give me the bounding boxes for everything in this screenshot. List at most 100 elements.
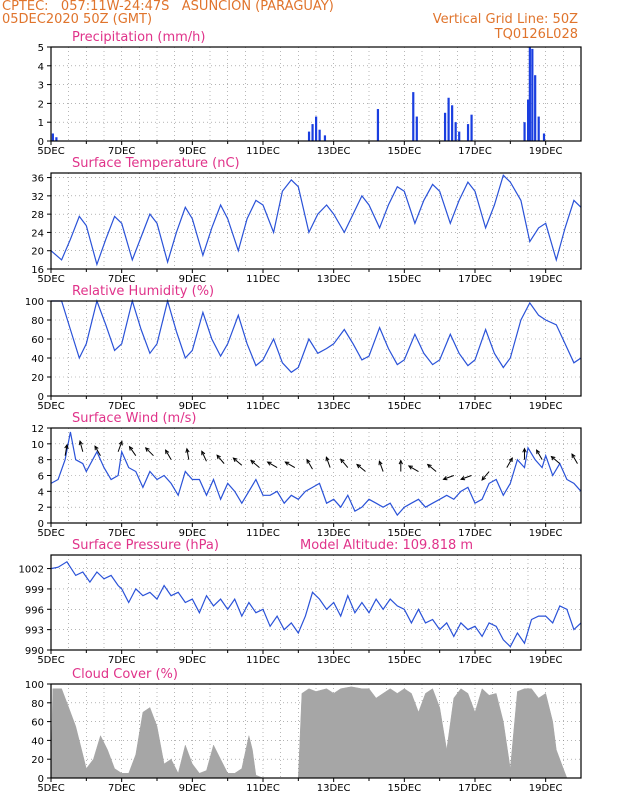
y-tick-label: 20 [31, 755, 44, 766]
y-tick-label: 1 [38, 118, 44, 129]
wind-arrow [426, 463, 437, 472]
x-tick-label: 7DEC [108, 655, 135, 666]
wind-arrow [117, 440, 123, 452]
wind-arrow [398, 459, 403, 472]
precip-bar [376, 109, 380, 141]
series-line [50, 431, 582, 517]
precip-bar [466, 124, 470, 141]
y-tick-label: 6 [38, 472, 44, 483]
y-tick-label: 2 [38, 503, 44, 514]
precip-bar [311, 124, 314, 141]
y-tick-label: 996 [25, 605, 44, 616]
precip-bar [458, 131, 461, 141]
precip-bar [537, 116, 540, 141]
precip-bar [542, 133, 546, 141]
x-tick-label: 13DEC [317, 528, 351, 539]
wind-arrow [128, 445, 137, 456]
y-tick-label: 40 [31, 736, 44, 747]
panel-frame [50, 683, 582, 779]
x-tick-label: 5DEC [37, 401, 64, 412]
precip-bar [451, 105, 454, 141]
precip-bar [527, 99, 530, 141]
y-tick-label: 990 [25, 646, 44, 657]
model-code: TQ0126L028 [494, 27, 578, 42]
wind-arrow [407, 465, 419, 472]
y-tick-label: 5 [38, 43, 44, 54]
x-tick-label: 9DEC [179, 401, 206, 412]
y-tick-label: 28 [31, 210, 44, 221]
y-tick-label: 2 [38, 99, 44, 110]
y-tick-label: 12 [31, 424, 44, 435]
precip-bar [307, 131, 311, 141]
y-tick-label: 24 [31, 228, 44, 239]
wind-arrow [571, 453, 578, 464]
x-tick-label: 7DEC [108, 528, 135, 539]
wind-arrow [266, 461, 278, 469]
x-tick-label: 5DEC [37, 783, 64, 794]
x-tick-label: 11DEC [246, 783, 280, 794]
precip-bar [531, 48, 534, 141]
precip-bar [323, 135, 327, 141]
y-tick-label: 100 [25, 680, 44, 691]
x-tick-label: 11DEC [246, 401, 280, 412]
panel-title: Surface Wind (m/s) [72, 411, 196, 426]
wind-arrow [536, 449, 543, 460]
precip-bar [415, 116, 418, 141]
wind-arrow [506, 457, 513, 468]
x-tick-label: 9DEC [179, 528, 206, 539]
panel-title: Relative Humidity (%) [72, 284, 214, 299]
cloud-area [50, 686, 581, 779]
panel-title: Surface Pressure (hPa) [72, 538, 219, 553]
x-tick-label: 11DEC [246, 274, 280, 285]
y-tick-label: 3 [38, 81, 44, 92]
y-tick-label: 993 [25, 626, 44, 637]
y-tick-label: 999 [25, 585, 44, 596]
x-tick-label: 13DEC [317, 783, 351, 794]
x-tick-label: 15DEC [387, 655, 421, 666]
wind-arrow [325, 456, 331, 468]
y-tick-label: 4 [38, 487, 44, 498]
x-tick-label: 17DEC [458, 528, 492, 539]
y-tick-label: 100 [25, 297, 44, 308]
x-tick-label: 13DEC [317, 146, 351, 157]
wind-arrow [460, 475, 472, 481]
series-line [51, 298, 582, 374]
station-header: CPTEC: 057:11W-24:47S ASUNCION (PARAGUAY… [2, 0, 334, 14]
x-tick-label: 19DEC [529, 528, 563, 539]
wind-arrow [306, 458, 313, 470]
x-tick-label: 15DEC [387, 274, 421, 285]
wind-arrow [481, 471, 490, 481]
y-tick-label: 0 [38, 774, 44, 785]
wind-arrow [94, 445, 101, 456]
precip-bar [443, 112, 447, 141]
x-tick-label: 19DEC [529, 655, 563, 666]
panel-frame [50, 427, 582, 524]
y-tick-label: 36 [31, 174, 44, 185]
precip-bar [523, 122, 526, 141]
y-tick-label: 80 [31, 699, 44, 710]
y-tick-label: 20 [31, 373, 44, 384]
precip-bar [55, 137, 58, 141]
run-date: 05DEC2020 50Z (GMT) [2, 12, 153, 27]
precip-bar [318, 129, 321, 141]
x-tick-label: 11DEC [246, 146, 280, 157]
y-tick-label: 0 [38, 519, 44, 530]
wind-arrow [232, 457, 243, 466]
x-tick-label: 19DEC [529, 401, 563, 412]
y-tick-label: 60 [31, 718, 44, 729]
x-tick-label: 11DEC [246, 655, 280, 666]
y-tick-label: 40 [31, 354, 44, 365]
precip-bar [528, 47, 531, 141]
wind-arrow [442, 475, 454, 481]
x-tick-label: 9DEC [179, 274, 206, 285]
y-tick-label: 0 [38, 137, 44, 148]
x-tick-label: 15DEC [387, 783, 421, 794]
x-tick-label: 7DEC [108, 783, 135, 794]
panel-title: Cloud Cover (%) [72, 667, 178, 682]
y-tick-label: 32 [31, 192, 44, 203]
x-tick-label: 13DEC [317, 401, 351, 412]
x-tick-label: 15DEC [387, 401, 421, 412]
wind-arrow [216, 454, 225, 464]
y-tick-label: 20 [31, 247, 44, 258]
